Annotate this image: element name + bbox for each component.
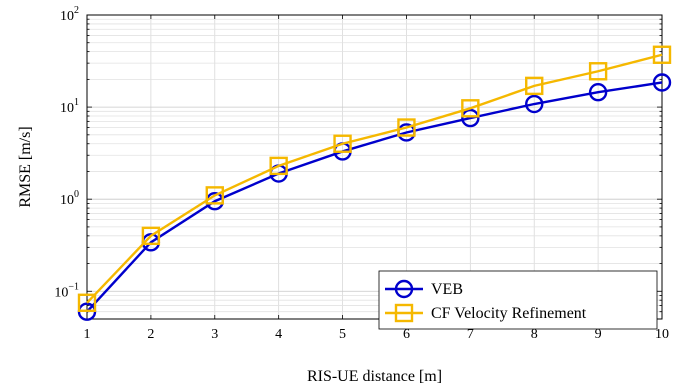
x-axis-label: RIS-UE distance [m] xyxy=(307,368,442,385)
legend-marker-1 xyxy=(394,279,414,299)
series-2-point xyxy=(205,186,224,205)
y-tick-label: 101 xyxy=(60,97,79,116)
series-1-point xyxy=(652,73,672,92)
legend-box xyxy=(378,270,658,330)
series-2-point xyxy=(77,293,97,312)
x-tick-label: 8 xyxy=(531,327,538,342)
plot-frame xyxy=(86,14,663,320)
series-2-point xyxy=(525,76,544,96)
x-tick-label: 5 xyxy=(339,327,346,342)
legend: VEB CF Velocity Refinement xyxy=(378,270,658,330)
x-tick-label: 9 xyxy=(595,327,602,342)
series-1-point xyxy=(461,108,480,128)
legend-label-1: VEB xyxy=(431,281,463,298)
series-2-point xyxy=(141,226,161,246)
series-line-1 xyxy=(86,81,663,313)
x-tick-label: 4 xyxy=(275,327,282,342)
series-1-point xyxy=(525,94,544,114)
series-2-point xyxy=(269,156,288,176)
y-tick-label: 100 xyxy=(60,189,79,208)
x-tick-label: 2 xyxy=(147,327,154,342)
series-2-point xyxy=(397,118,416,137)
y-tick-labels: 10−1 100 101 102 xyxy=(54,5,79,300)
x-tick-label: 1 xyxy=(84,327,91,342)
axis-ticks xyxy=(86,14,663,320)
legend-marker-2 xyxy=(394,303,414,323)
series-2-point xyxy=(333,134,352,153)
series-2-point xyxy=(652,45,672,64)
x-tick-label: 3 xyxy=(211,327,218,342)
series-2-point xyxy=(461,99,480,118)
series-line-2 xyxy=(86,53,663,304)
y-tick-label: 10−1 xyxy=(54,281,79,300)
x-tick-label: 10 xyxy=(655,327,669,342)
y-axis-label: RMSE [m/s] xyxy=(17,126,34,207)
x-tick-label: 6 xyxy=(403,327,410,342)
series-group xyxy=(77,45,672,321)
series-2-point xyxy=(588,62,608,81)
y-tick-label: 102 xyxy=(60,5,79,24)
x-tick-labels: 1 2 3 4 5 6 7 8 9 10 xyxy=(84,327,670,342)
legend-label-2: CF Velocity Refinement xyxy=(431,305,587,322)
x-tick-label: 7 xyxy=(467,327,474,342)
series-1-point xyxy=(588,83,608,102)
